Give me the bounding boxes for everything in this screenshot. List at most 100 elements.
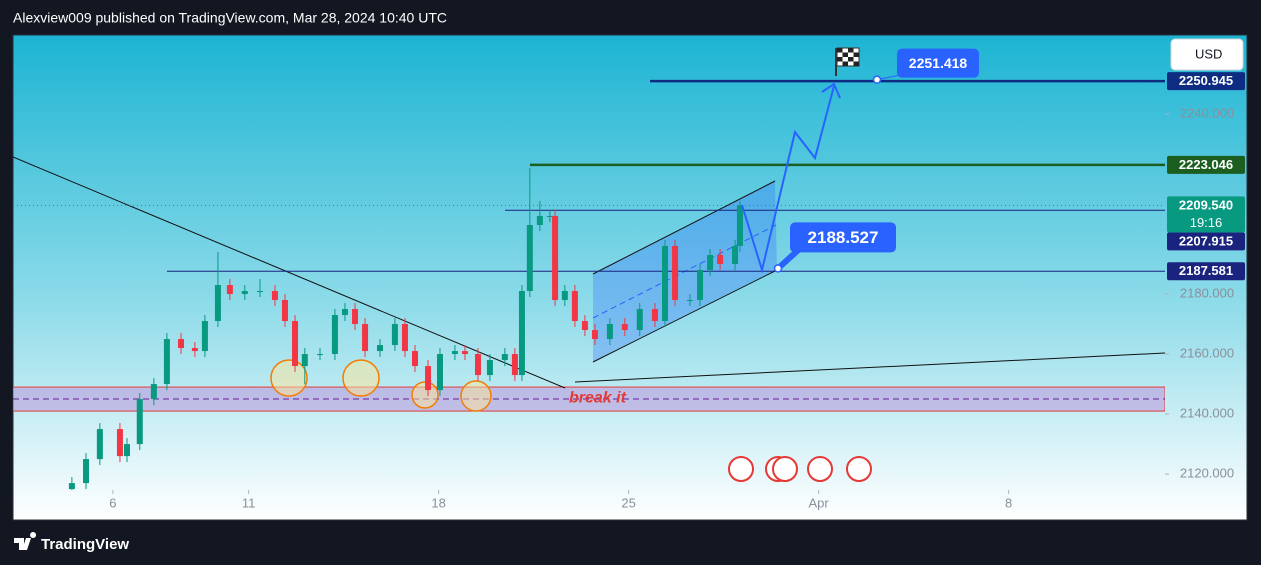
chart-panel [12, 34, 1248, 521]
channel-line [592, 180, 776, 275]
callout-label: 2251.418 [909, 55, 968, 71]
candle-body [281, 300, 288, 322]
footer-logo [14, 532, 37, 550]
candle-body [96, 429, 103, 460]
candle-body [606, 324, 613, 340]
candle-body [672, 245, 679, 301]
candle-body [486, 360, 493, 376]
candle-body [651, 309, 658, 322]
current-price-label: 2209.540 [1179, 197, 1233, 212]
candle-body [191, 348, 198, 352]
price-level-box [1167, 72, 1245, 91]
candle-body [331, 315, 338, 355]
header-title: Alexview009 published on TradingView.com… [13, 10, 447, 26]
y-tick-label: 2180.000 [1180, 285, 1234, 300]
x-tick-label: 8 [1005, 495, 1012, 510]
countdown-label: 19:16 [1190, 215, 1223, 230]
y-tick-label: 2240.000 [1180, 105, 1234, 120]
candle-body [591, 330, 598, 340]
candle-body [150, 384, 157, 400]
candle-body [581, 321, 588, 331]
candle-body [317, 354, 324, 356]
callout-anchor [773, 264, 783, 273]
candle-body [271, 291, 278, 301]
candle-body [214, 285, 221, 322]
x-tick-label: Apr [809, 495, 830, 510]
logo-icon [14, 532, 37, 550]
highlight-circle [270, 359, 308, 397]
flag-checks [837, 48, 859, 66]
candle-body [292, 321, 299, 367]
candle-body [436, 354, 443, 391]
event-icon [772, 456, 798, 482]
candle-body [412, 351, 419, 367]
trend-line [13, 156, 566, 389]
candle-body [686, 300, 693, 302]
candle-body [526, 224, 533, 292]
trend-line [574, 352, 1165, 383]
candle-body [116, 429, 123, 457]
candle-body [178, 339, 185, 349]
x-tick-label: 18 [431, 495, 445, 510]
candle-body [697, 270, 704, 301]
callout-anchor [872, 75, 882, 84]
candle-body [518, 291, 525, 376]
price-level-box [1167, 232, 1245, 251]
price-level-label: 2223.046 [1179, 157, 1233, 172]
candle-body [561, 291, 568, 301]
candle-body [552, 215, 559, 301]
candle-body [68, 483, 75, 490]
y-tick-label: 2120.000 [1180, 466, 1234, 481]
highlight-circle [411, 381, 439, 409]
event-icons [728, 456, 872, 482]
candle-body [662, 245, 669, 322]
callout-label: 2188.527 [808, 228, 879, 247]
candle-layer [68, 167, 743, 490]
candle-body [636, 309, 643, 331]
event-icon [807, 456, 833, 482]
x-tick-label: 25 [621, 495, 635, 510]
candle-body [83, 459, 90, 484]
circles [270, 359, 492, 412]
candle-body [621, 324, 628, 331]
candle-body [707, 254, 714, 271]
candle-body [461, 351, 468, 355]
currency-label: USD [1195, 46, 1222, 61]
candle-body [163, 339, 170, 385]
candle-body [352, 309, 359, 325]
candle-body [571, 291, 578, 322]
candle-body [425, 366, 432, 391]
candle-body [511, 354, 518, 376]
footer-brand: TradingView [41, 536, 129, 553]
currency-button[interactable] [1170, 38, 1244, 71]
y-tick-label: 2140.000 [1180, 406, 1234, 421]
y-tick-label: 2160.000 [1180, 345, 1234, 360]
event-icon [728, 456, 754, 482]
candle-body [501, 354, 508, 361]
candle-body [736, 205, 743, 246]
flag-icon [835, 47, 860, 76]
level-layer [13, 79, 1165, 272]
price-level-label: 2207.915 [1179, 233, 1233, 248]
price-level-label: 2250.945 [1179, 73, 1233, 88]
candle-body [536, 215, 543, 225]
current-price-box [1167, 196, 1245, 233]
axis-layer: 2120.000 2140.000 2160.000 2180.000 2240.000… [109, 72, 1245, 510]
channel-line [592, 269, 778, 363]
plot-area: break it [13, 47, 1165, 490]
candle-body [226, 285, 233, 295]
callout-box [897, 48, 979, 78]
event-icon [846, 456, 872, 482]
candle-body [546, 215, 553, 217]
candle-body [136, 399, 143, 445]
x-tick-label: 11 [242, 495, 256, 510]
candle-body [474, 354, 481, 376]
zone-layer: break it [13, 386, 1165, 412]
highlight-circle [342, 359, 380, 397]
arrow-head [821, 82, 841, 99]
candle-body [391, 324, 398, 346]
candle-body [376, 345, 383, 352]
candle-body [301, 354, 308, 367]
price-level-box [1167, 155, 1245, 174]
